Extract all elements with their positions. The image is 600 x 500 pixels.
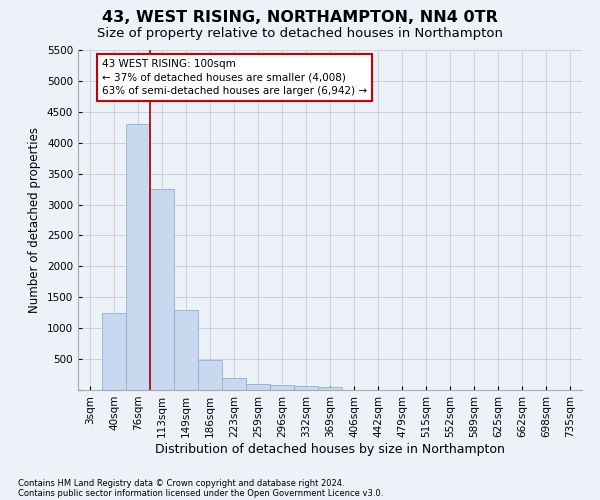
Text: Contains HM Land Registry data © Crown copyright and database right 2024.: Contains HM Land Registry data © Crown c… <box>18 478 344 488</box>
Y-axis label: Number of detached properties: Number of detached properties <box>28 127 41 313</box>
Bar <box>294 386 318 390</box>
Bar <box>270 386 294 390</box>
Text: Contains public sector information licensed under the Open Government Licence v3: Contains public sector information licen… <box>18 488 383 498</box>
Text: Size of property relative to detached houses in Northampton: Size of property relative to detached ho… <box>97 28 503 40</box>
Bar <box>174 310 198 390</box>
Bar <box>318 387 342 390</box>
Bar <box>126 124 150 390</box>
Bar <box>246 384 270 390</box>
Bar <box>150 189 174 390</box>
Bar <box>102 312 126 390</box>
Bar <box>222 378 246 390</box>
X-axis label: Distribution of detached houses by size in Northampton: Distribution of detached houses by size … <box>155 442 505 456</box>
Text: 43 WEST RISING: 100sqm
← 37% of detached houses are smaller (4,008)
63% of semi-: 43 WEST RISING: 100sqm ← 37% of detached… <box>102 60 367 96</box>
Bar <box>198 360 222 390</box>
Text: 43, WEST RISING, NORTHAMPTON, NN4 0TR: 43, WEST RISING, NORTHAMPTON, NN4 0TR <box>102 10 498 25</box>
